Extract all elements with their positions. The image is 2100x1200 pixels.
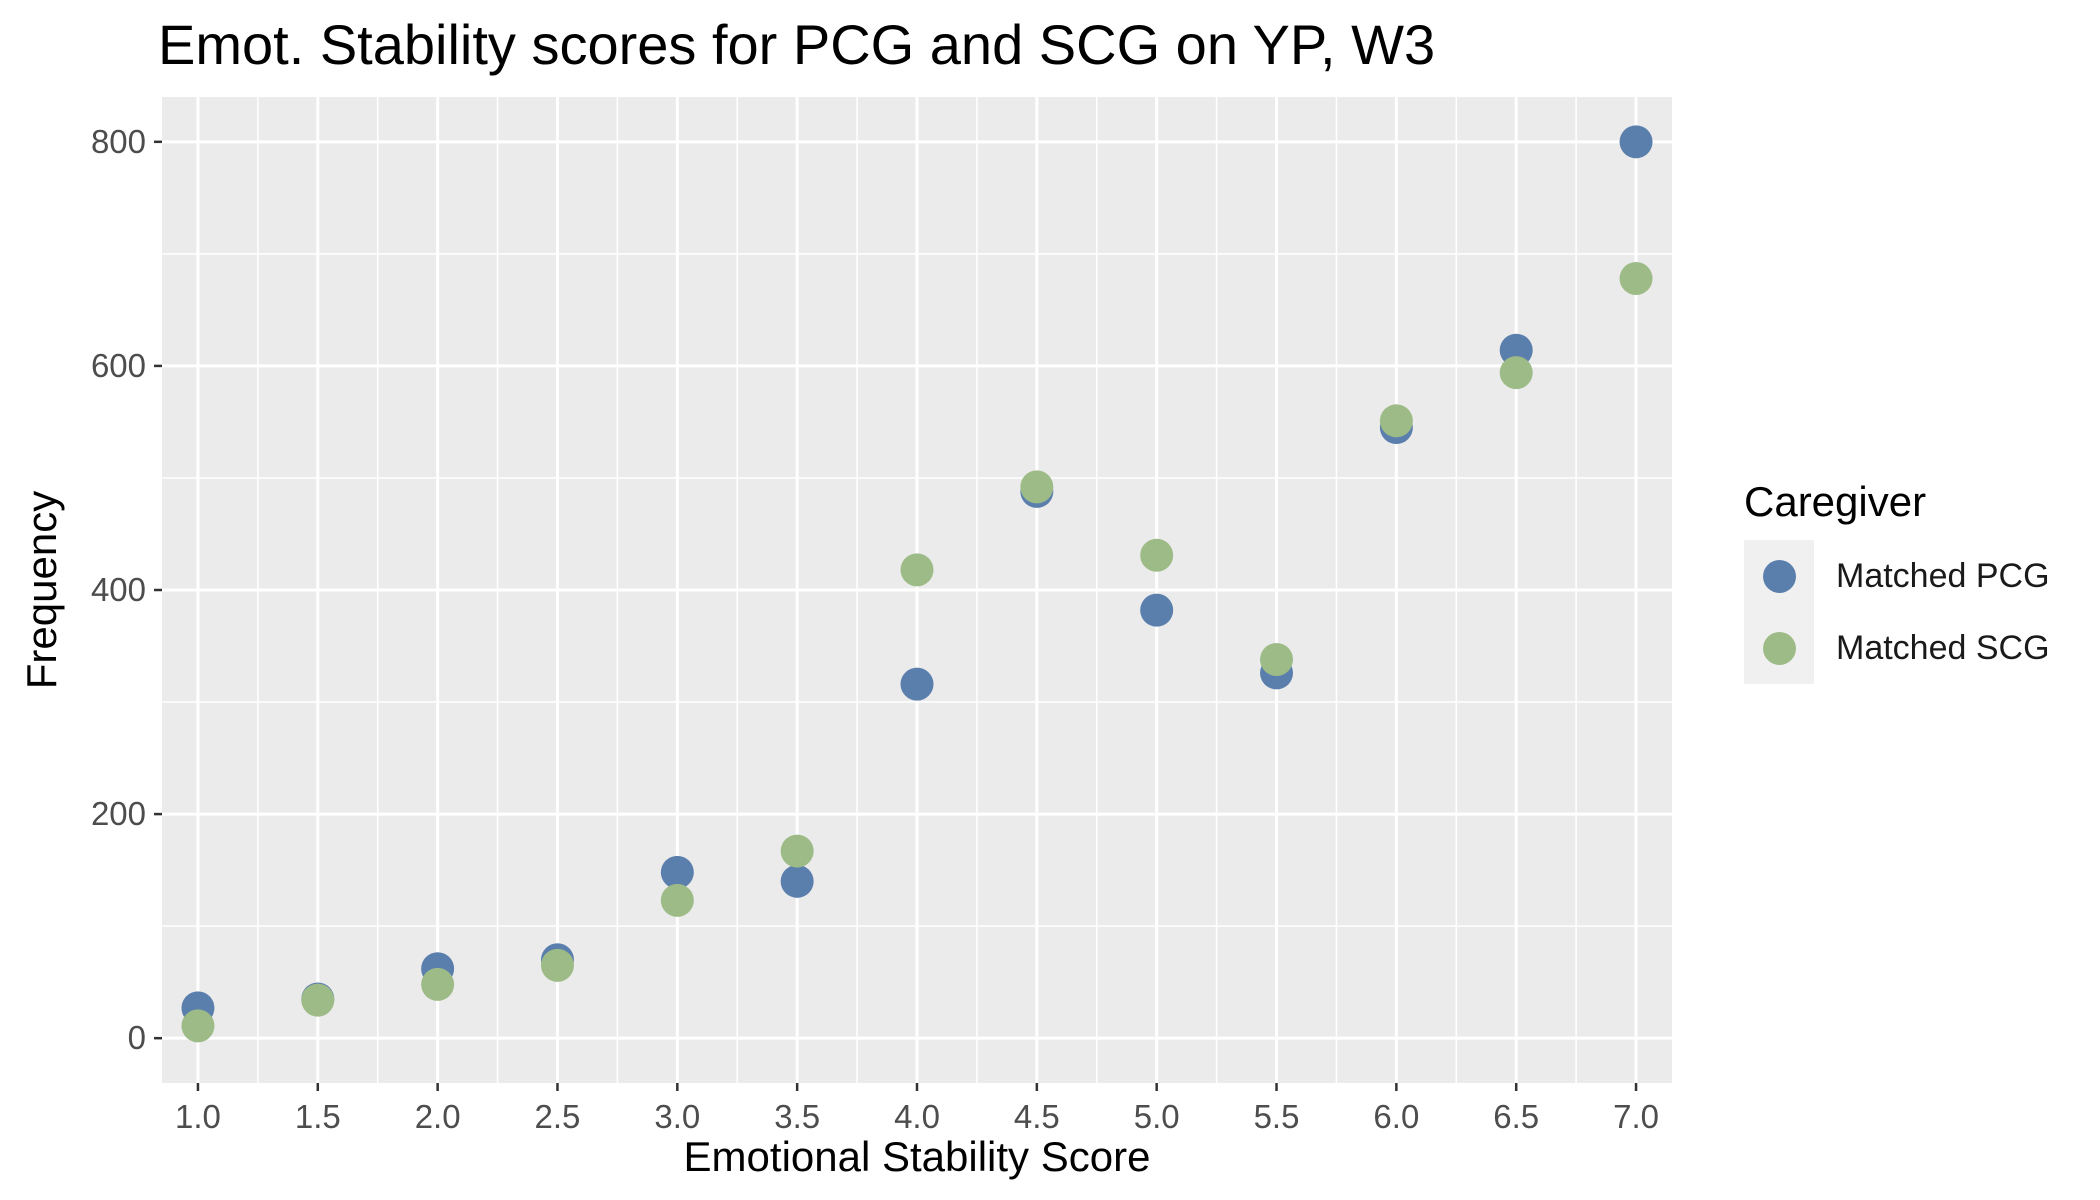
legend-item-scg: Matched SCG [1744, 612, 2050, 684]
data-point-scg [1260, 642, 1294, 676]
axes: 1.0 1.5 2.0 2.5 3.0 3.5 4.0 4.5 5.0 5.5 6.0 6.5 7.0 0… [91, 123, 1659, 1135]
data-point-pcg [780, 864, 814, 898]
legend-key-pcg [1744, 540, 1814, 612]
data-point-scg [540, 948, 574, 982]
x-tick-label: 4.5 [1014, 1098, 1060, 1135]
data-point-pcg [1140, 593, 1174, 627]
data-point-scg [181, 1009, 215, 1043]
legend-item-pcg: Matched PCG [1744, 540, 2050, 612]
chart-title: Emot. Stability scores for PCG and SCG o… [158, 13, 1436, 76]
x-tick-label: 7.0 [1613, 1098, 1659, 1135]
legend-marker-scg [1762, 631, 1796, 665]
legend-title: Caregiver [1744, 478, 1927, 525]
x-tick-label: 3.0 [654, 1098, 700, 1135]
data-point-scg [301, 983, 335, 1017]
x-tick-label: 6.0 [1373, 1098, 1419, 1135]
x-tick-label: 6.5 [1493, 1098, 1539, 1135]
data-points [181, 125, 1653, 1043]
x-tick-label: 5.0 [1134, 1098, 1180, 1135]
data-point-scg [900, 553, 934, 587]
y-tick-label: 600 [91, 347, 146, 384]
x-tick-label: 2.5 [535, 1098, 581, 1135]
y-tick-label: 0 [128, 1019, 146, 1056]
data-point-scg [1619, 262, 1653, 296]
x-tick-label: 1.0 [175, 1098, 221, 1135]
data-point-scg [421, 967, 455, 1001]
y-tick-label: 800 [91, 123, 146, 160]
data-point-scg [1379, 404, 1413, 438]
data-point-scg [1020, 470, 1054, 504]
x-tick-label: 4.0 [894, 1098, 940, 1135]
y-tick-label: 200 [91, 795, 146, 832]
legend-marker-pcg [1762, 559, 1796, 593]
data-point-pcg [660, 855, 694, 889]
x-tick-label: 5.5 [1254, 1098, 1300, 1135]
major-gridlines [162, 97, 1672, 1083]
legend-label-pcg: Matched PCG [1836, 556, 2050, 595]
data-point-pcg [1619, 125, 1653, 159]
legend-key-scg [1744, 612, 1814, 684]
data-point-scg [780, 834, 814, 868]
y-axis-label: Frequency [18, 490, 65, 690]
data-point-pcg [900, 667, 934, 701]
data-point-scg [660, 883, 694, 917]
legend: Caregiver Matched PCG Matched SCG [1744, 478, 2050, 684]
x-tick-label: 3.5 [774, 1098, 820, 1135]
x-axis-label: Emotional Stability Score [683, 1133, 1151, 1180]
x-tick-label: 2.0 [415, 1098, 461, 1135]
legend-label-scg: Matched SCG [1836, 628, 2050, 667]
x-tick-label: 1.5 [295, 1098, 341, 1135]
data-point-scg [1499, 356, 1533, 390]
y-tick-label: 400 [91, 571, 146, 608]
data-point-scg [1140, 538, 1174, 572]
